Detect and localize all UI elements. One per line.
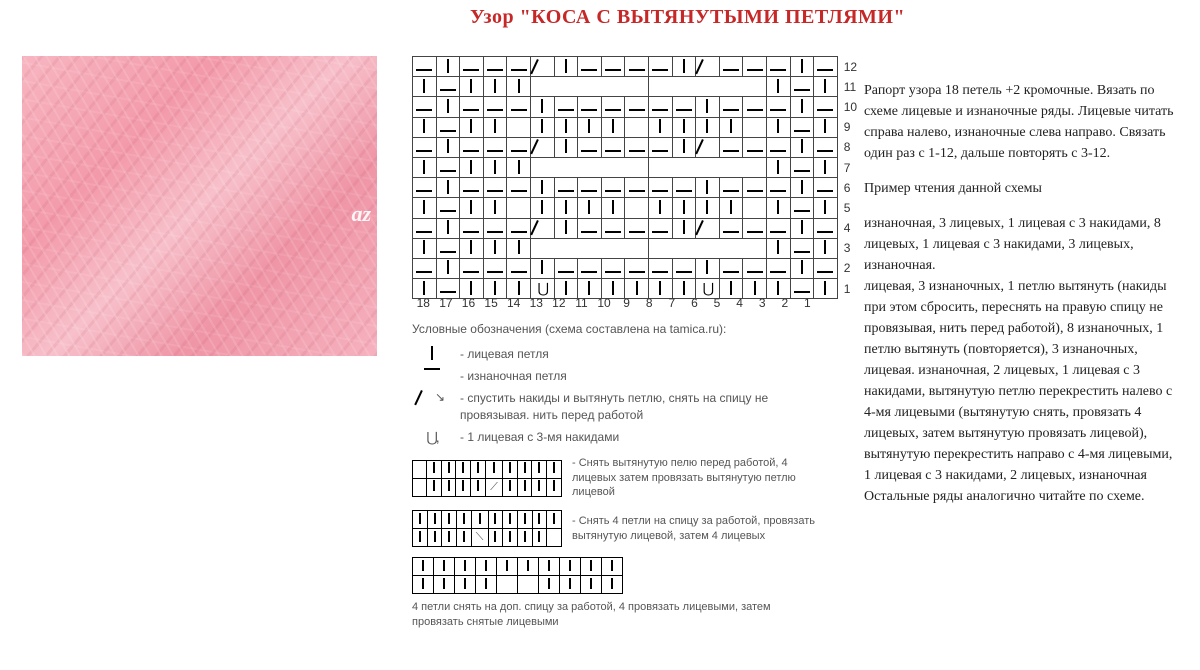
page-title: Узор "КОСА С ВЫТЯНУТЫМИ ПЕТЛЯМИ"	[470, 6, 905, 29]
sample-photo: az	[22, 56, 377, 356]
legend: Условные обозначения (схема составлена н…	[412, 322, 822, 630]
legend-mini: ⟍- Снять 4 петли на спицу за работой, пр…	[412, 510, 822, 547]
legend-footer: 4 петли снять на доп. спицу за работой, …	[412, 600, 812, 630]
legend-item: ⋃,- 1 лицевая с 3-мя накидами	[412, 429, 822, 446]
legend-item: - изнаночная петля	[412, 368, 822, 384]
legend-mini: ⟋- Снять вытянутую пелю перед работой, 4…	[412, 456, 822, 501]
desc-p3: изнаночная, 3 лицевых, 1 лицевая с 3 нак…	[864, 213, 1180, 507]
desc-p2: Пример чтения данной схемы	[864, 178, 1180, 199]
legend-item: ↘- спустить накиды и вытянуть петлю, сня…	[412, 390, 822, 422]
watermark: az	[351, 201, 371, 227]
chart-column-numbers: 181716151413121110987654321	[412, 296, 819, 310]
legend-item: - лицевая петля	[412, 346, 822, 362]
stitch-chart: 12111098765432⋃⋃1	[412, 56, 869, 299]
legend-header: Условные обозначения (схема составлена н…	[412, 322, 822, 336]
description: Рапорт узора 18 петель +2 кромочные. Вяз…	[864, 80, 1180, 521]
legend-mini	[412, 557, 822, 594]
desc-p1: Рапорт узора 18 петель +2 кромочные. Вяз…	[864, 80, 1180, 164]
